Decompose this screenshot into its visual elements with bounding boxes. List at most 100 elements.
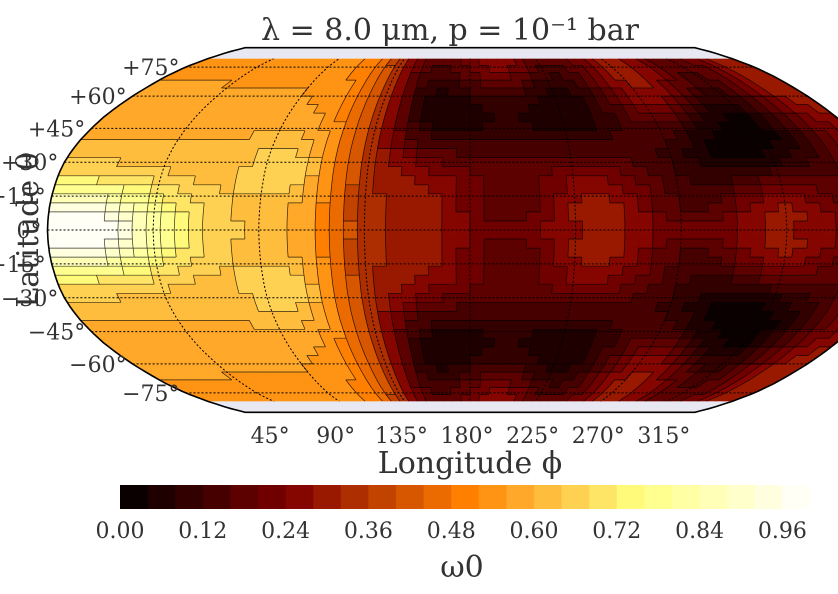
heat-cell [301,247,317,258]
heat-cell [819,202,836,213]
heat-cell [272,229,288,240]
colorbar-swatch [699,485,728,509]
heat-cell [751,229,767,240]
heat-cell [441,256,457,267]
heat-cell [455,256,471,267]
heat-cell [652,211,668,222]
heat-cell [289,274,306,285]
heat-cell [413,265,429,276]
heat-cell [469,202,485,213]
heat-cell [133,256,151,267]
heat-cell [610,229,626,240]
heat-cell [573,139,590,149]
heat-cell [404,320,420,330]
heat-cell [104,202,121,213]
heat-cell [506,121,522,131]
heat-cell [441,265,457,276]
heat-cell [553,193,569,204]
heat-cell [48,247,65,258]
heat-cell [440,65,452,73]
heat-cell [459,65,471,73]
heat-cell [399,247,415,258]
heat-cell [424,363,438,373]
heat-cell [423,95,437,105]
heat-cell [246,265,263,276]
heat-cell [427,184,443,195]
heat-cell [417,130,433,140]
heat-cell [62,247,79,258]
heat-cell [469,247,485,258]
heat-cell [692,256,709,267]
heat-cell [135,184,153,195]
heat-cell [582,220,598,231]
heat-cell [594,193,611,204]
heat-cell [203,256,220,267]
x-axis-label: Longitude ϕ [378,446,562,481]
heat-cell [507,130,523,140]
heat-cell [160,247,177,258]
heat-cell [675,175,692,186]
heat-cell [635,184,652,195]
heat-cell [482,121,496,131]
heat-cell [457,112,471,123]
heat-cell [231,247,247,258]
heat-cell [716,274,734,285]
heat-cell [652,229,668,240]
colorbar-swatch [230,485,259,509]
heat-cell [65,265,84,276]
heat-cell [805,202,822,213]
heat-cell [137,274,155,285]
heat-cell [483,247,499,258]
heat-cell [455,211,471,222]
heat-cell [287,247,303,258]
heat-cell [493,112,508,123]
colorbar-tick-label: 0.84 [675,519,724,544]
heat-cell [246,184,263,195]
heat-cell [496,166,512,177]
heat-cell [469,337,483,348]
heat-cell [537,166,553,177]
heat-cell [79,265,97,276]
colorbar [120,485,811,509]
heat-cell [646,166,663,177]
heat-cell [444,337,459,348]
heat-cell [469,95,482,105]
heat-cell [634,274,651,285]
heat-cell [202,238,218,249]
heat-cell [385,256,401,267]
heat-cell [579,274,595,285]
heat-cell [480,79,492,89]
heat-cell [260,184,277,195]
heat-cell [632,283,649,294]
heat-cell [807,220,823,231]
heat-cell [363,139,380,149]
heat-cell [249,166,267,177]
colorbar-swatch [423,485,452,509]
heat-cell [428,283,444,294]
heat-cell [679,202,695,213]
heat-cell [751,220,767,231]
heat-cell [608,265,624,276]
heat-cell [458,95,471,105]
heat-cell [749,202,766,213]
heat-cell [678,193,695,204]
heat-cell [444,329,458,339]
heat-cell [720,256,737,267]
heat-cell [75,211,92,222]
heat-cell [371,247,387,258]
heat-cell [531,329,547,339]
heat-cell [413,229,429,240]
heat-cell [497,184,513,195]
heat-cell [562,302,578,312]
heat-cell [335,302,352,312]
heat-cell [524,274,540,285]
heat-cell [103,220,119,231]
heat-cell [460,58,471,66]
heat-cell [608,184,624,195]
colorbar-tick-label: 0.96 [758,519,807,544]
heat-cell [216,247,233,258]
heat-cell [520,130,536,140]
heat-cell [275,274,292,285]
heat-cell [497,193,513,204]
heat-cell [529,337,545,348]
